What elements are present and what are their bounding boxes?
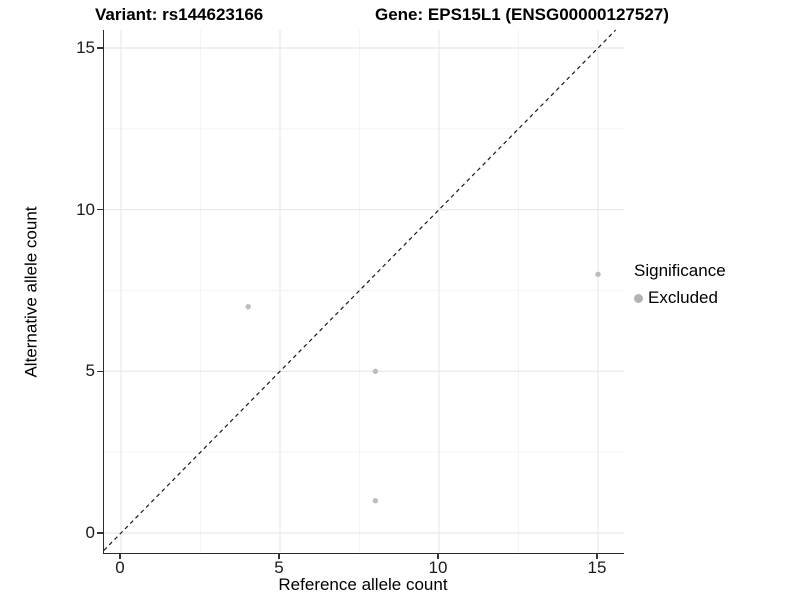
x-tick-label: 5 xyxy=(274,558,284,577)
legend: Significance Excluded xyxy=(634,261,726,308)
x-tick-label: 10 xyxy=(428,558,448,577)
legend-point-icon xyxy=(634,293,643,303)
y-tick-mark xyxy=(97,370,103,373)
x-tick-mark xyxy=(119,553,121,559)
chart-svg xyxy=(103,29,624,553)
identity-line xyxy=(103,29,617,551)
y-tick-mark xyxy=(97,532,103,534)
x-tick-mark xyxy=(596,553,598,559)
x-tick-mark xyxy=(437,553,439,559)
x-axis-title: Reference allele count xyxy=(278,575,448,594)
x-tick-label: 0 xyxy=(115,558,125,577)
data-point xyxy=(372,368,379,375)
legend-item-label: Excluded xyxy=(648,288,718,307)
y-tick-label: 0 xyxy=(85,523,95,542)
x-tick-label: 15 xyxy=(587,558,607,577)
data-point xyxy=(372,497,379,504)
legend-title: Significance xyxy=(634,261,726,280)
data-point xyxy=(245,303,251,310)
y-tick-mark xyxy=(97,208,103,211)
plot-panel xyxy=(103,29,624,554)
y-tick-label: 10 xyxy=(76,199,95,219)
plot-title-variant: Variant: rs144623166 xyxy=(95,5,264,24)
y-tick-label: 15 xyxy=(76,38,95,57)
y-axis-title: Alternative allele count xyxy=(21,206,41,378)
x-tick-mark xyxy=(278,553,280,559)
y-tick-mark xyxy=(97,47,103,49)
y-tick-label: 5 xyxy=(85,361,95,381)
legend-item: Excluded xyxy=(634,288,726,308)
plot-title-gene: Gene: EPS15L1 (ENSG00000127527) xyxy=(375,5,669,24)
data-point xyxy=(595,271,601,278)
